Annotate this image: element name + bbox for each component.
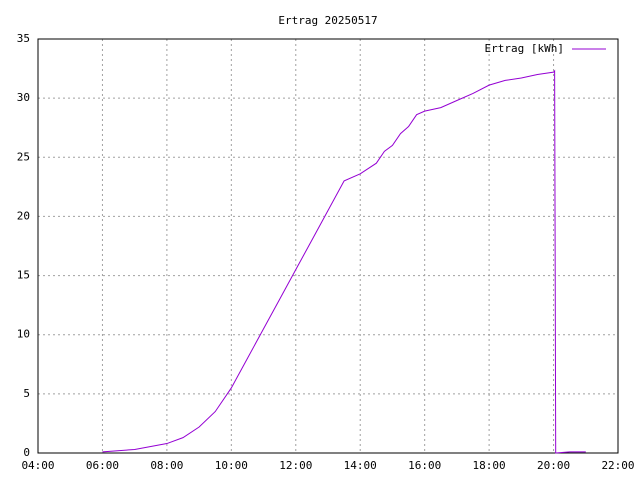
x-tick-label: 10:00 (215, 459, 248, 472)
x-tick-label: 20:00 (537, 459, 570, 472)
x-tick-label: 14:00 (344, 459, 377, 472)
chart-title: Ertrag 20250517 (278, 14, 377, 27)
x-tick-label: 12:00 (279, 459, 312, 472)
x-tick-label: 18:00 (473, 459, 506, 472)
y-tick-label: 35 (17, 32, 30, 45)
y-tick-label: 25 (17, 150, 30, 163)
x-tick-label: 22:00 (601, 459, 634, 472)
y-tick-label: 0 (23, 446, 30, 459)
y-tick-label: 5 (23, 387, 30, 400)
x-tick-label: 04:00 (21, 459, 54, 472)
y-tick-label: 15 (17, 269, 30, 282)
data-line (102, 69, 586, 454)
legend-label: Ertrag [kWh] (485, 42, 564, 55)
y-tick-label: 30 (17, 91, 30, 104)
y-tick-label: 20 (17, 209, 30, 222)
x-tick-label: 08:00 (150, 459, 183, 472)
x-tick-label: 16:00 (408, 459, 441, 472)
x-tick-label: 06:00 (86, 459, 119, 472)
y-tick-label: 10 (17, 328, 30, 341)
plot-border (37, 38, 619, 454)
